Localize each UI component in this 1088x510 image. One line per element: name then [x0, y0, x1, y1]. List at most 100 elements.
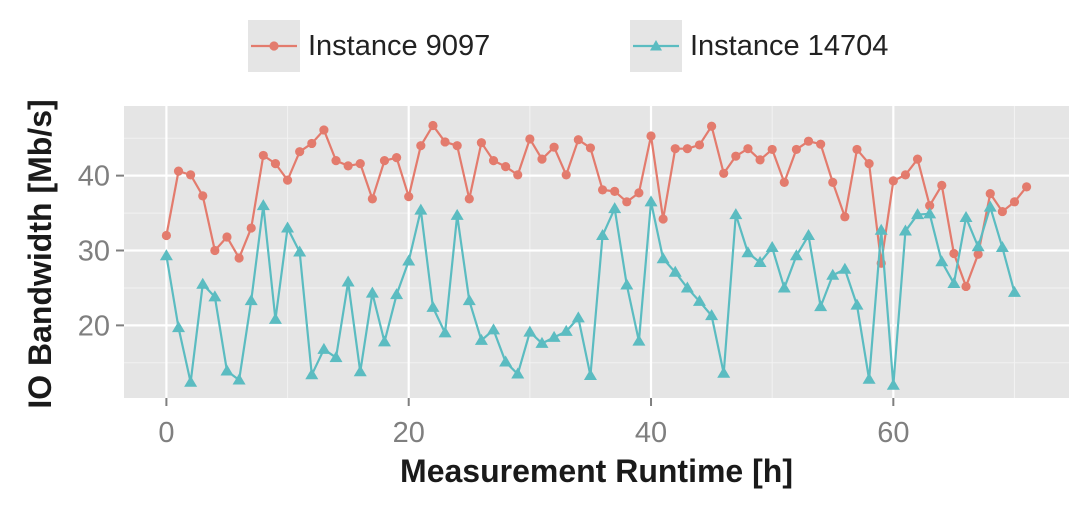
- data-point: [717, 366, 731, 378]
- data-point: [731, 151, 741, 161]
- data-point: [1021, 182, 1032, 192]
- data-point: [474, 333, 488, 345]
- data-point: [487, 323, 501, 335]
- data-point: [949, 248, 959, 259]
- data-point: [705, 309, 719, 321]
- data-point: [985, 189, 995, 199]
- data-point: [391, 153, 402, 163]
- data-point: [1007, 285, 1021, 297]
- data-point: [464, 194, 474, 204]
- series-2: [159, 195, 1021, 390]
- data-point: [450, 208, 464, 220]
- data-point: [196, 277, 210, 289]
- data-point: [971, 240, 985, 252]
- data-point: [305, 368, 319, 380]
- data-point: [706, 121, 717, 131]
- data-point: [719, 168, 729, 178]
- data-point: [452, 141, 462, 151]
- data-point: [295, 147, 305, 157]
- legend-label: Instance 14704: [690, 29, 889, 62]
- data-point: [622, 197, 632, 207]
- data-point: [741, 246, 755, 258]
- x-tick-label: 0: [158, 417, 174, 449]
- data-point: [789, 249, 803, 261]
- y-tick-label: 20: [78, 310, 110, 342]
- data-point: [244, 294, 258, 306]
- data-point: [608, 202, 622, 214]
- data-point: [535, 336, 549, 348]
- series-layer: [159, 120, 1032, 390]
- minor-grid: [124, 106, 1069, 398]
- data-point: [438, 326, 452, 338]
- data-point: [729, 208, 743, 220]
- data-point: [874, 223, 888, 235]
- data-point: [353, 365, 367, 377]
- data-point: [355, 159, 365, 169]
- data-point: [791, 144, 802, 155]
- data-point: [997, 206, 1007, 217]
- data-point: [1009, 197, 1020, 207]
- data-point: [537, 154, 547, 164]
- data-point: [331, 156, 341, 166]
- data-point: [246, 223, 256, 233]
- data-point: [935, 255, 949, 267]
- data-point: [995, 241, 1009, 253]
- data-point: [983, 200, 997, 212]
- axes: 0 20 40 60 20 30 40 Measurement Runtime [h] IO B…: [22, 99, 909, 489]
- data-point: [864, 159, 874, 169]
- data-point: [680, 281, 694, 293]
- data-point: [525, 134, 535, 144]
- data-point: [828, 177, 838, 187]
- data-point: [462, 294, 476, 306]
- data-point: [668, 265, 682, 277]
- data-point: [513, 170, 523, 180]
- data-point: [414, 203, 428, 215]
- data-point: [886, 378, 900, 390]
- x-axis-title: Measurement Runtime [h]: [400, 453, 793, 489]
- data-point: [646, 131, 656, 141]
- data-point: [753, 255, 767, 267]
- data-point: [319, 125, 329, 135]
- data-point: [571, 311, 585, 323]
- data-point: [268, 312, 282, 324]
- data-point: [282, 175, 293, 185]
- data-point: [561, 170, 571, 180]
- data-point: [210, 245, 220, 256]
- major-grid: [124, 106, 1069, 398]
- legend-key-triangle-line: [630, 20, 682, 72]
- data-point: [765, 241, 779, 253]
- data-point: [440, 137, 450, 147]
- data-point: [596, 229, 610, 241]
- data-point: [937, 180, 947, 190]
- data-point: [802, 229, 816, 241]
- data-point: [583, 369, 597, 381]
- data-point: [365, 286, 379, 298]
- data-point: [826, 268, 840, 280]
- data-point: [307, 138, 317, 149]
- data-point: [317, 342, 331, 354]
- data-point: [692, 294, 706, 306]
- y-tick-label: 30: [78, 236, 110, 268]
- y-axis-title: IO Bandwidth [Mb/s]: [22, 99, 58, 408]
- data-point: [755, 155, 765, 165]
- data-point: [258, 150, 268, 161]
- data-point: [343, 161, 353, 171]
- data-point: [416, 141, 426, 151]
- data-point: [428, 120, 438, 131]
- data-point: [511, 367, 525, 379]
- x-tick-label: 20: [393, 417, 425, 449]
- data-point: [694, 140, 705, 150]
- data-point: [838, 262, 852, 274]
- data-point: [523, 325, 537, 337]
- data-point: [173, 166, 184, 176]
- data-point: [573, 135, 583, 145]
- data-point: [947, 276, 961, 288]
- series-1: [161, 120, 1032, 292]
- data-point: [840, 212, 850, 222]
- legend-swatch-circle-icon: [251, 41, 297, 51]
- data-point: [900, 170, 911, 180]
- legend-label: Instance 9097: [308, 29, 491, 62]
- data-point: [610, 186, 620, 196]
- data-point: [743, 144, 753, 154]
